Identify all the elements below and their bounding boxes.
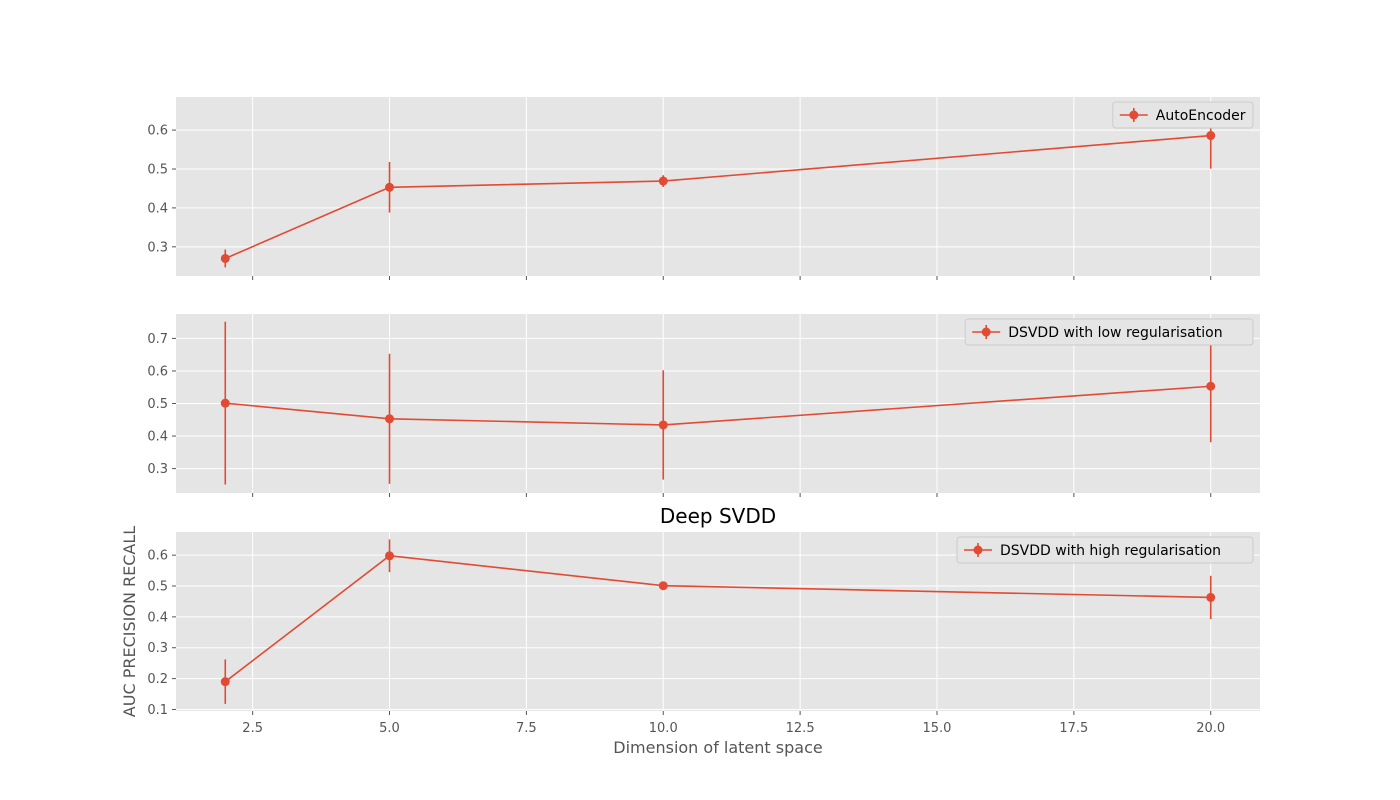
series-line bbox=[224, 134, 1211, 260]
y-tick-label: 0.1 bbox=[147, 703, 168, 718]
legend-box bbox=[956, 536, 1254, 564]
y-tick-label: 0.3 bbox=[147, 641, 168, 656]
data-point bbox=[658, 176, 668, 186]
x-tick-label: 17.5 bbox=[1059, 721, 1088, 736]
y-tick-label: 0.5 bbox=[147, 162, 168, 177]
x-tick-label: 20.0 bbox=[1196, 721, 1225, 736]
subplot-3: 0.1 0.2 0.3 0.4 0.5 0.6 DSVDD with high regula… bbox=[120, 504, 1260, 757]
data-point bbox=[1206, 381, 1216, 391]
series-line bbox=[224, 554, 1211, 683]
y-tick-label: 0.4 bbox=[147, 610, 168, 625]
chart-title: Deep SVDD bbox=[660, 504, 776, 528]
legend-label: DSVDD with high regularisation bbox=[1000, 543, 1221, 559]
y-tick-label: 0.2 bbox=[147, 672, 168, 687]
data-point bbox=[385, 551, 395, 561]
data-point bbox=[220, 253, 230, 263]
y-tick-label: 0.6 bbox=[147, 549, 168, 564]
y-tick-label: 0.3 bbox=[147, 462, 168, 477]
y-tick-label: 0.6 bbox=[147, 364, 168, 379]
y-tick-label: 0.5 bbox=[147, 580, 168, 595]
subplot-1: 0.3 0.4 0.5 0.6 AutoEncoder bbox=[147, 97, 1260, 280]
data-point bbox=[385, 414, 395, 424]
legend-marker-icon bbox=[973, 545, 983, 555]
y-tick-label: 0.6 bbox=[147, 124, 168, 139]
y-tick-label: 0.3 bbox=[147, 240, 168, 255]
plot-area bbox=[176, 97, 1260, 276]
y-tick-label: 0.4 bbox=[147, 201, 168, 216]
y-tick-label: 0.5 bbox=[147, 397, 168, 412]
x-tick-label: 10.0 bbox=[649, 721, 678, 736]
legend-box bbox=[1112, 101, 1254, 129]
x-tick-label: 15.0 bbox=[923, 721, 952, 736]
x-tick-label: 2.5 bbox=[242, 721, 263, 736]
x-axis-label: Dimension of latent space bbox=[613, 738, 822, 757]
y-tick-label: 0.7 bbox=[147, 332, 168, 347]
series-line bbox=[225, 385, 1211, 426]
data-point bbox=[220, 398, 230, 408]
data-point bbox=[1206, 592, 1216, 602]
legend-marker-icon bbox=[1129, 110, 1139, 120]
x-tick-label: 7.5 bbox=[516, 721, 537, 736]
x-tick-label: 12.5 bbox=[786, 721, 815, 736]
data-point bbox=[658, 420, 668, 430]
x-tick-label: 5.0 bbox=[379, 721, 400, 736]
y-tick-label: 0.4 bbox=[147, 430, 168, 445]
data-point bbox=[658, 581, 668, 591]
data-point bbox=[385, 182, 395, 192]
y-axis-label: AUC PRECISION RECALL bbox=[120, 526, 139, 717]
data-point bbox=[1206, 131, 1216, 141]
legend-marker-icon bbox=[981, 327, 991, 337]
subplot-2: 0.3 0.4 0.5 0.6 0.7 DSVDD with low regularisa… bbox=[147, 314, 1260, 497]
legend-label: AutoEncoder bbox=[1156, 108, 1246, 124]
legend-box bbox=[964, 318, 1254, 346]
data-point bbox=[220, 677, 230, 687]
legend-label: DSVDD with low regularisation bbox=[1008, 325, 1222, 341]
